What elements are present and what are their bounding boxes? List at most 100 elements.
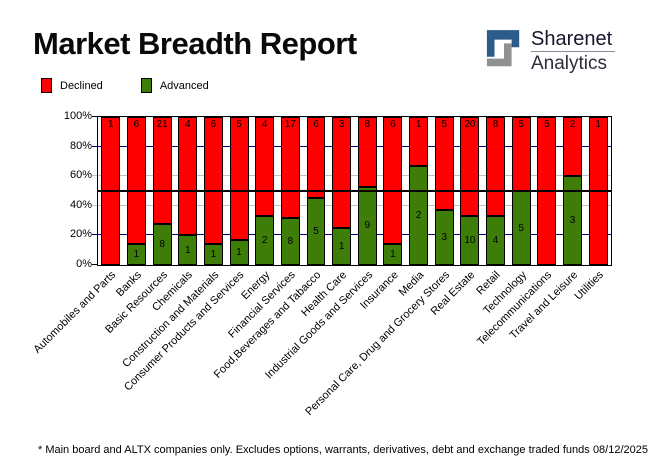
advanced-count-label: 5: [518, 222, 524, 234]
category-label: Real Estate: [428, 269, 478, 318]
category-label: Insurance: [357, 269, 401, 312]
bar-segment-declined: 5: [229, 117, 249, 241]
category-label: Automobiles and Parts: [31, 269, 119, 356]
bar-segment-advanced: 10: [460, 215, 480, 265]
advanced-count-label: 2: [261, 234, 268, 246]
footnote: * Main board and ALTX companies only. Ex…: [38, 444, 590, 456]
advanced-count-label: 8: [159, 239, 165, 251]
category-label: Health Care: [299, 269, 350, 319]
bar-segment-declined: 6: [126, 117, 146, 244]
sharenet-logo: Sharenet Analytics: [485, 28, 615, 74]
advanced-count-label: 3: [569, 215, 576, 227]
bar-segment-advanced: 2: [409, 166, 429, 265]
bar-segment-advanced: 1: [126, 243, 146, 265]
bar-segment-advanced: 1: [203, 243, 223, 265]
advanced-count-label: 1: [236, 247, 242, 259]
brand-text: Sharenet Analytics: [531, 28, 615, 74]
legend: Declined Advanced: [41, 78, 209, 93]
stacked-bar: 17 8: [280, 117, 300, 265]
bar-segment-advanced: 3: [434, 209, 454, 265]
advanced-count-label: 3: [441, 231, 448, 243]
bar-segment-advanced: 8: [280, 217, 300, 265]
category-label: Food,Beverages and Tabacco: [211, 269, 324, 381]
y-tick-mark: [92, 116, 97, 117]
legend-item-declined: Declined: [41, 78, 103, 93]
bar-segment-declined: 6: [383, 117, 403, 244]
bar-segment-advanced: 8: [152, 224, 172, 265]
legend-declined-label: Declined: [60, 79, 103, 92]
bar-segment-declined: 8: [357, 117, 377, 187]
advanced-swatch: [140, 78, 152, 93]
declined-count-label: 6: [133, 119, 140, 130]
y-tick-label-0pct: 0%: [76, 258, 92, 270]
category-label: Technology: [480, 269, 529, 317]
declined-count-label: 5: [236, 119, 242, 130]
y-tick-label-100pct: 100%: [63, 110, 92, 122]
declined-count-label: 20: [464, 119, 476, 130]
advanced-count-label: 4: [492, 234, 499, 246]
bar-segment-advanced: 1: [332, 228, 352, 265]
declined-count-label: 6: [210, 119, 217, 130]
gridline-20: [98, 234, 611, 236]
declined-count-label: 1: [595, 119, 601, 130]
declined-count-label: 3: [338, 119, 345, 130]
declined-count-label: 5: [544, 119, 550, 130]
category-label: Industrial Goods and Services: [262, 269, 375, 382]
advanced-count-label: 1: [184, 244, 191, 256]
declined-count-label: 1: [108, 119, 114, 130]
advanced-count-label: 1: [210, 248, 217, 260]
advanced-count-label: 2: [415, 210, 422, 222]
gridline-60: [98, 175, 611, 177]
bar-segment-declined: 1: [409, 117, 429, 167]
bar-column: 21 8: [149, 117, 175, 265]
category-label: Chemicals: [150, 269, 196, 314]
category-label: Energy: [239, 269, 273, 303]
report-date: 08/12/2025: [592, 444, 648, 456]
advanced-count-label: 10: [464, 234, 476, 246]
y-tick-mark: [92, 175, 97, 177]
bar-segment-declined: 4: [178, 117, 198, 236]
declined-count-label: 2: [569, 119, 576, 130]
bar-segment-declined: 5: [434, 117, 454, 210]
bar-segment-declined: 3: [332, 117, 352, 228]
declined-count-label: 4: [184, 119, 191, 130]
declined-count-label: 6: [313, 119, 319, 130]
category-label: Travel and Leisure: [507, 269, 581, 342]
legend-advanced-label: Advanced: [159, 79, 209, 92]
y-tick-mark: [92, 264, 97, 265]
y-tick-label-20pct: 20%: [69, 228, 92, 241]
sharenet-logo-icon: [486, 30, 520, 67]
declined-count-label: 17: [284, 119, 296, 130]
declined-count-label: 5: [518, 119, 524, 130]
declined-count-label: 4: [261, 119, 268, 130]
y-tick-label-40pct: 40%: [69, 198, 92, 211]
bar-segment-advanced: 1: [229, 240, 249, 265]
category-label: Media: [396, 269, 427, 299]
advanced-count-label: 1: [390, 248, 396, 260]
brand-name: Sharenet: [531, 28, 613, 50]
y-tick-label-60pct: 60%: [69, 169, 92, 182]
bar-segment-declined: 4: [255, 117, 275, 216]
y-tick-mark: [92, 234, 97, 236]
category-label: Retail: [474, 269, 504, 298]
bar-segment-advanced: 5: [306, 197, 326, 265]
category-label: Financial Services: [226, 269, 298, 341]
bar-segment-declined: 6: [306, 117, 326, 198]
